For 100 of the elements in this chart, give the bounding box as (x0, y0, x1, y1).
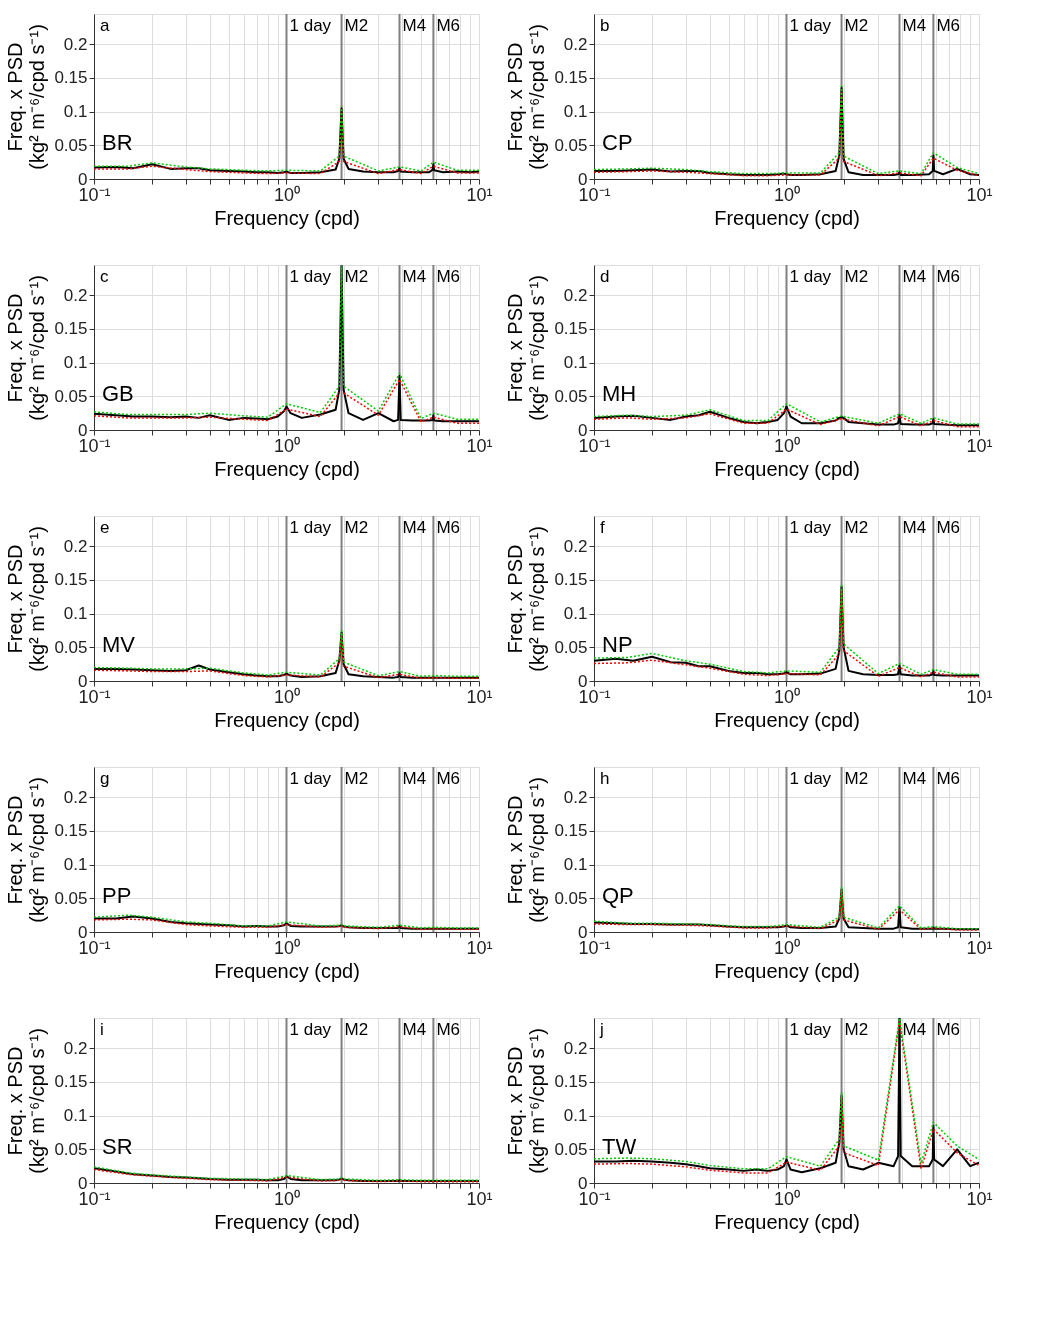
y-tick-label: 0.15 (54, 1072, 88, 1092)
x-tick-label: 10¹ (966, 435, 993, 456)
x-tick-label: 10⁰ (273, 1188, 301, 1209)
annotation: c (100, 267, 109, 286)
annotation: SR (102, 1133, 133, 1159)
y-axis-title: Freq. x PSD (kg² m⁻⁶/cpd s⁻¹) (504, 526, 549, 672)
ref-line-label: M6 (936, 267, 961, 286)
x-tick-label: 10¹ (466, 1188, 493, 1209)
ref-line-label: 1 day (289, 769, 332, 788)
y-tick-label: 0.1 (563, 353, 588, 373)
y-tick-label: 0.05 (554, 1139, 588, 1159)
x-tick-label: 10¹ (966, 184, 993, 205)
annotation: CP (602, 129, 633, 155)
ref-line-label: M6 (936, 1020, 961, 1039)
x-axis-title: Frequency (cpd) (714, 959, 860, 982)
x-axis-title: Frequency (cpd) (714, 1210, 860, 1233)
ref-line-label: M4 (402, 518, 427, 537)
x-axis-title: Frequency (cpd) (714, 206, 860, 229)
y-tick-label: 0.15 (554, 821, 588, 841)
ref-line-label: M4 (402, 1020, 427, 1039)
y-axis-title: Freq. x PSD (kg² m⁻⁶/cpd s⁻¹) (504, 777, 549, 923)
x-axis-title: Frequency (cpd) (214, 708, 360, 731)
ref-line-label: M2 (344, 518, 369, 537)
y-tick-label: 0.1 (563, 604, 588, 624)
ref-line-label: M6 (436, 16, 461, 35)
y-tick-label: 0.05 (54, 135, 88, 155)
ref-line-label: M6 (936, 769, 961, 788)
y-tick-label: 0.2 (63, 34, 88, 54)
ref-line-label: M4 (402, 267, 427, 286)
x-axis-title: Frequency (cpd) (714, 708, 860, 731)
annotation: e (100, 518, 110, 537)
x-axis-title: Frequency (cpd) (214, 457, 360, 480)
y-tick-label: 0.15 (554, 68, 588, 88)
y-tick-label: 0.15 (54, 570, 88, 590)
ref-line-label: M6 (436, 267, 461, 286)
x-tick-label: 10⁰ (273, 686, 301, 707)
y-tick-label: 0.1 (63, 855, 88, 875)
y-tick-label: 0.1 (563, 102, 588, 122)
x-tick-label: 10⁰ (773, 435, 801, 456)
ref-line-label: M2 (344, 267, 369, 286)
y-tick-label: 0.15 (554, 319, 588, 339)
ref-line-label: M4 (902, 267, 927, 286)
ref-line-label: M4 (902, 16, 927, 35)
ref-line-label: 1 day (289, 518, 332, 537)
y-tick-label: 0.2 (563, 1038, 588, 1058)
ref-line-label: M6 (436, 1020, 461, 1039)
y-tick-label: 0.2 (563, 787, 588, 807)
y-tick-label: 0.2 (63, 1038, 88, 1058)
ref-line-label: M2 (344, 1020, 369, 1039)
ref-line-label: 1 day (789, 518, 832, 537)
annotation: f (600, 518, 605, 537)
x-tick-label: 10¹ (466, 937, 493, 958)
y-tick-label: 0.15 (54, 319, 88, 339)
ref-line-label: 1 day (289, 1020, 332, 1039)
y-tick-label: 0.1 (563, 855, 588, 875)
ref-line-label: M4 (902, 518, 927, 537)
y-tick-label: 0.15 (54, 821, 88, 841)
y-axis-title: Freq. x PSD (kg² m⁻⁶/cpd s⁻¹) (4, 777, 49, 923)
ref-line-label: M6 (436, 518, 461, 537)
y-tick-label: 0.1 (563, 1106, 588, 1126)
ref-line-label: M2 (344, 16, 369, 35)
ref-line-label: 1 day (289, 16, 332, 35)
y-tick-label: 0.1 (63, 1106, 88, 1126)
annotation: MV (102, 631, 136, 657)
ref-line-label: M2 (844, 518, 869, 537)
y-axis-title: Freq. x PSD (kg² m⁻⁶/cpd s⁻¹) (4, 526, 49, 672)
y-tick-label: 0.2 (563, 285, 588, 305)
x-tick-label: 10⁰ (773, 184, 801, 205)
x-tick-label: 10⁰ (773, 937, 801, 958)
ref-line-label: M2 (844, 16, 869, 35)
annotation: g (100, 769, 110, 788)
ref-line-label: M4 (902, 1020, 927, 1039)
annotation: QP (602, 882, 634, 908)
x-tick-label: 10¹ (466, 184, 493, 205)
y-tick-label: 0.2 (63, 536, 88, 556)
annotation: BR (102, 129, 133, 155)
ref-line-label: 1 day (789, 16, 832, 35)
ref-line-label: M2 (844, 769, 869, 788)
annotation: PP (102, 882, 132, 908)
y-axis-title: Freq. x PSD (kg² m⁻⁶/cpd s⁻¹) (4, 24, 49, 170)
ref-line-label: M6 (436, 769, 461, 788)
ref-line-label: M4 (402, 769, 427, 788)
x-axis-title: Frequency (cpd) (214, 959, 360, 982)
ref-line-label: M6 (936, 16, 961, 35)
annotation: TW (602, 1133, 637, 1159)
x-axis-title: Frequency (cpd) (214, 206, 360, 229)
y-tick-label: 0.15 (54, 68, 88, 88)
annotation: d (600, 267, 610, 286)
annotation: NP (602, 631, 633, 657)
y-tick-label: 0.05 (554, 386, 588, 406)
x-tick-label: 10⁰ (273, 184, 301, 205)
annotation: b (600, 16, 610, 35)
annotation: i (100, 1020, 104, 1039)
y-tick-label: 0.2 (563, 536, 588, 556)
y-tick-label: 0.05 (54, 386, 88, 406)
y-tick-label: 0.1 (63, 102, 88, 122)
x-tick-label: 10¹ (466, 435, 493, 456)
y-tick-label: 0.05 (54, 888, 88, 908)
ref-line-label: 1 day (789, 769, 832, 788)
y-tick-label: 0.1 (63, 353, 88, 373)
